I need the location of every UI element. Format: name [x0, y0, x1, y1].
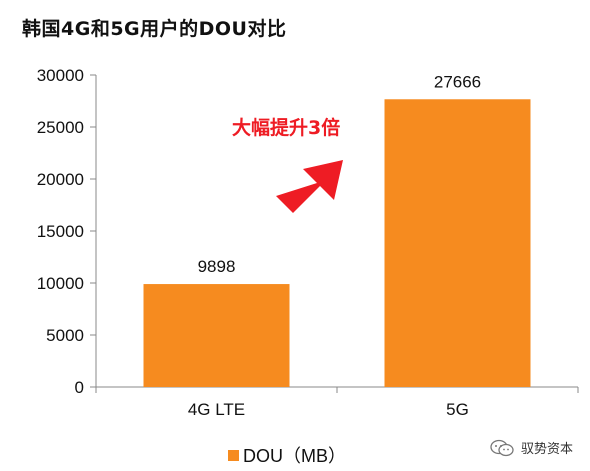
data-label: 9898 — [198, 257, 236, 276]
y-tick-label: 20000 — [37, 170, 84, 189]
legend-label: DOU（MB） — [243, 446, 346, 466]
x-category-label: 5G — [446, 400, 469, 419]
bar — [384, 99, 531, 388]
data-labels: 9898 27666 — [198, 72, 482, 276]
data-label: 27666 — [434, 72, 481, 91]
bars — [143, 99, 531, 388]
y-tick-label: 25000 — [37, 118, 84, 137]
y-tick-label: 5000 — [46, 326, 84, 345]
y-tick-label: 30000 — [37, 66, 84, 85]
legend-swatch — [228, 449, 239, 461]
up-arrow-icon — [276, 160, 343, 213]
y-tick-label: 15000 — [37, 222, 84, 241]
y-tick-label: 0 — [75, 378, 84, 397]
chart-title: 韩国4G和5G用户的DOU对比 — [22, 18, 287, 40]
y-tick-label: 10000 — [37, 274, 84, 293]
x-category-label: 4G LTE — [188, 400, 245, 419]
wechat-icon — [489, 439, 515, 457]
watermark: 驭势资本 — [489, 438, 573, 457]
axes: 0 5000 10000 15000 20000 25000 30000 4G LTE 5G — [37, 66, 579, 419]
annotation-text: 大幅提升3倍 — [232, 117, 341, 139]
legend: DOU（MB） — [228, 442, 346, 468]
watermark-text: 驭势资本 — [521, 442, 574, 457]
bar — [143, 284, 290, 387]
